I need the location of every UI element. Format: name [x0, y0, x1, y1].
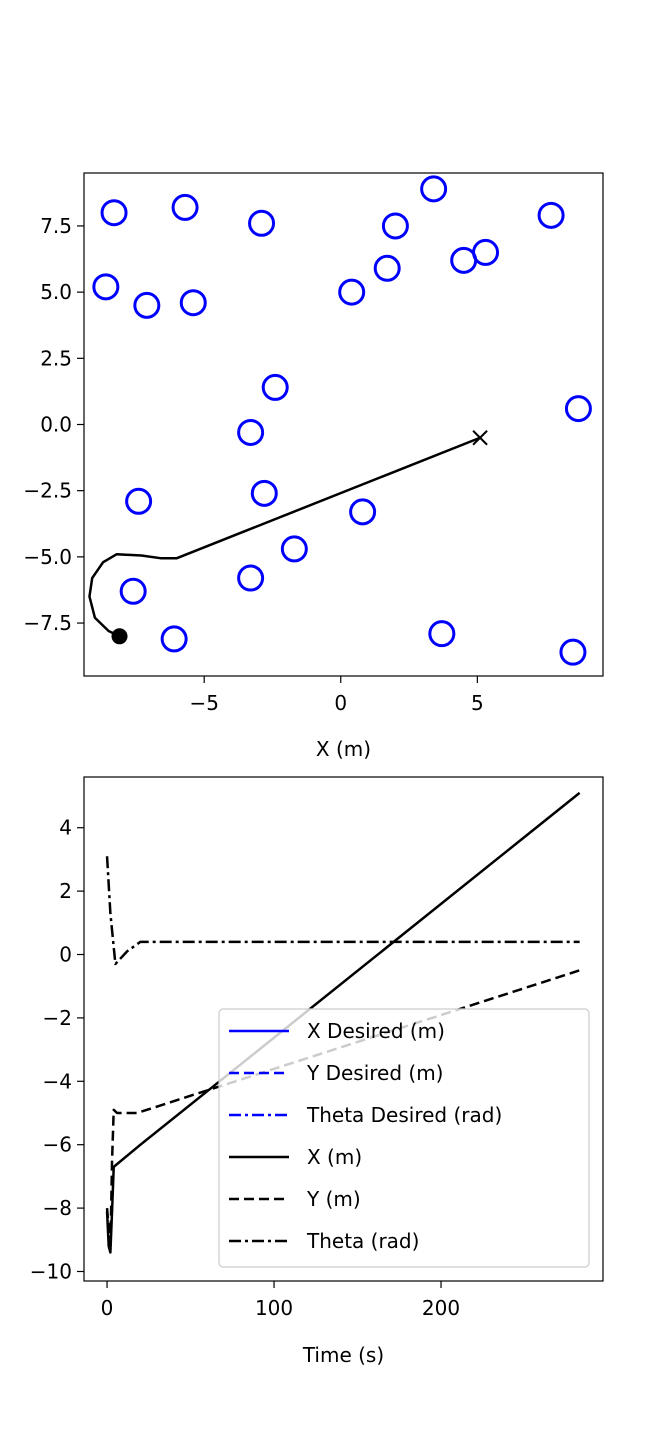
x-tick-label: 0	[334, 691, 347, 715]
legend-entry: Y Desired (m)	[229, 1061, 443, 1085]
obstacle-marker	[250, 479, 278, 507]
obstacle-marker	[349, 498, 377, 526]
legend-label: Theta Desired (rad)	[306, 1103, 502, 1127]
obstacle-marker	[381, 212, 409, 240]
legend-entry: Theta Desired (rad)	[229, 1103, 502, 1127]
trajectory-panel: −5 0 5 7.5 5.0 2.5 0.0 −2.5 −5.0 −7.5 X (m)	[23, 172, 604, 761]
legend-entry: Y (m)	[229, 1187, 361, 1211]
x-tick-label: 100	[255, 1296, 293, 1320]
y-tick-label: 2.5	[40, 346, 72, 370]
obstacle-marker	[160, 625, 188, 653]
obstacle-marker	[92, 273, 120, 301]
legend-label: X (m)	[307, 1145, 362, 1169]
obstacle-marker	[100, 199, 128, 227]
y-tick-label: 4	[59, 816, 72, 840]
y-tick-label: −2	[43, 1006, 72, 1030]
x-axis-label: X (m)	[316, 737, 371, 761]
legend-label: X Desired (m)	[307, 1019, 445, 1043]
legend-label: Y Desired (m)	[306, 1061, 443, 1085]
x-axis-label: Time (s)	[302, 1343, 384, 1367]
y-tick-label: −7.5	[23, 611, 72, 635]
goal-marker	[472, 430, 488, 446]
obstacle-marker	[119, 577, 147, 605]
obstacle-marker	[133, 291, 161, 319]
obstacle-marker	[559, 638, 587, 666]
obstacle-marker	[428, 620, 456, 648]
y-tick-label: −5.0	[23, 545, 72, 569]
obstacle-marker	[171, 193, 199, 221]
legend-entry: X (m)	[229, 1145, 362, 1169]
obstacle-marker	[248, 209, 276, 237]
obstacle-marker	[373, 254, 401, 282]
y-tick-label: −6	[43, 1133, 72, 1157]
legend-label: Theta (rad)	[306, 1229, 419, 1253]
time-series-panel: 0 100 200 4 2 0 −2 −4 −6 −8 −10 Time (s) X Desired (…	[30, 776, 604, 1367]
series-line	[105, 856, 580, 966]
robot-path-line	[88, 436, 481, 638]
legend-entry: X Desired (m)	[229, 1019, 445, 1043]
y-tick-label: 0.0	[40, 413, 72, 437]
legend-box	[218, 1008, 590, 1268]
y-tick-label: −10	[30, 1259, 72, 1283]
obstacle-marker	[261, 373, 289, 401]
y-tick-label: 2	[59, 879, 72, 903]
series-line	[105, 969, 581, 1251]
x-tick-label: −5	[189, 691, 218, 715]
legend: X Desired (m) Y Desired (m) Theta Desired …	[218, 1008, 590, 1268]
start-marker	[111, 628, 128, 645]
y-tick-label: 0	[59, 943, 72, 967]
legend-entry: Theta (rad)	[229, 1229, 419, 1253]
y-tick-label: −2.5	[23, 479, 72, 503]
obstacle-marker	[280, 535, 308, 563]
obstacle-marker	[237, 564, 265, 592]
obstacle-marker	[338, 278, 366, 306]
legend-label: Y (m)	[306, 1187, 361, 1211]
y-tick-label: 5.0	[40, 280, 72, 304]
obstacle-marker	[237, 418, 265, 446]
obstacle-marker	[420, 175, 448, 203]
obstacle-marker	[472, 238, 500, 266]
y-tick-label: −8	[43, 1196, 72, 1220]
x-tick-label: 200	[422, 1296, 460, 1320]
y-tick-label: 7.5	[40, 214, 72, 238]
plot-frame	[83, 172, 604, 677]
obstacle-marker	[179, 289, 207, 317]
obstacle-marker	[125, 487, 153, 515]
obstacle-marker	[564, 395, 592, 423]
obstacle-marker	[537, 201, 565, 229]
x-tick-label: 0	[101, 1296, 114, 1320]
goal-marker-stroke	[472, 430, 488, 446]
x-tick-label: 5	[471, 691, 484, 715]
y-tick-label: −4	[43, 1069, 72, 1093]
